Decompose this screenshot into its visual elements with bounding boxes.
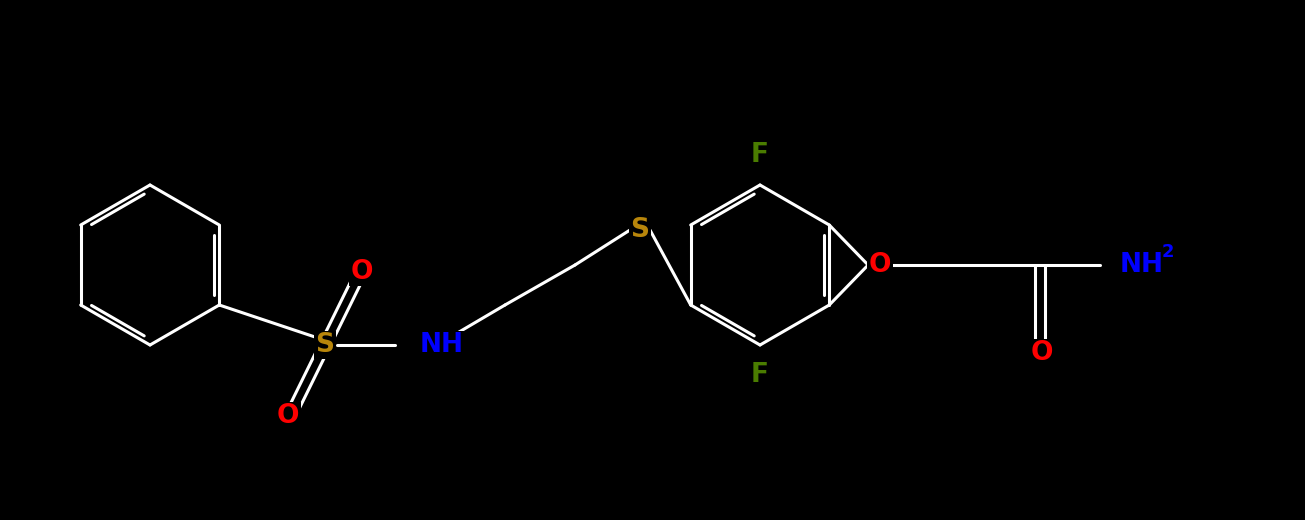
Text: F: F	[750, 362, 769, 388]
Text: O: O	[1031, 340, 1053, 366]
Text: NH: NH	[420, 332, 465, 358]
Text: F: F	[750, 142, 769, 168]
Text: O: O	[869, 252, 891, 278]
Text: O: O	[351, 259, 373, 285]
Text: O: O	[277, 403, 299, 429]
Text: 2: 2	[1161, 243, 1174, 261]
Text: NH: NH	[1120, 252, 1164, 278]
Text: S: S	[630, 217, 650, 243]
Text: S: S	[316, 332, 334, 358]
